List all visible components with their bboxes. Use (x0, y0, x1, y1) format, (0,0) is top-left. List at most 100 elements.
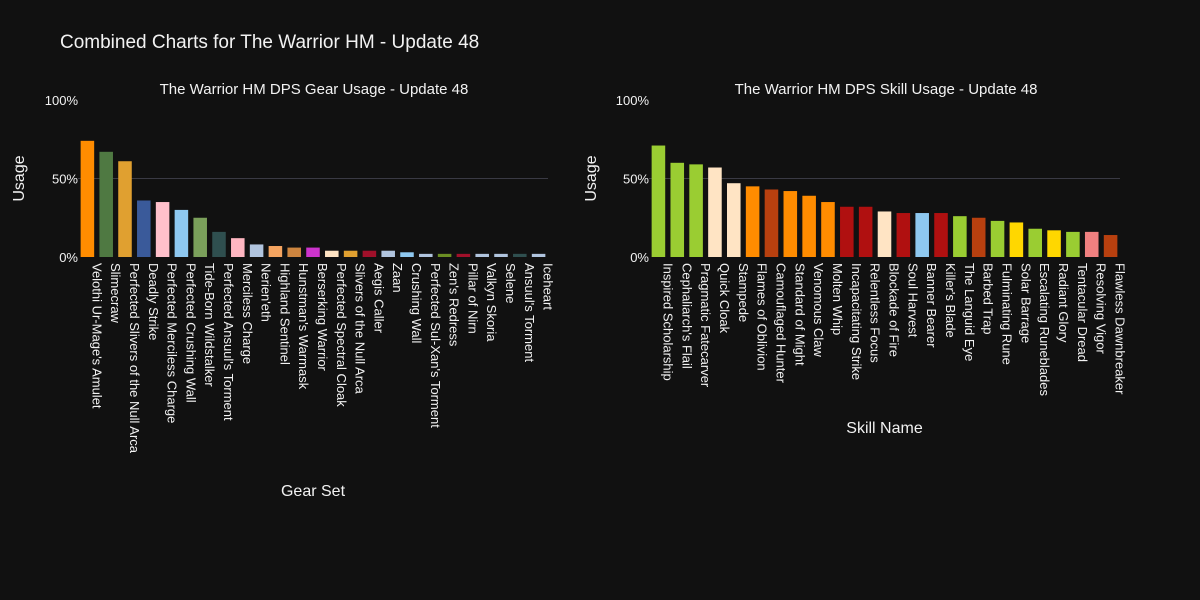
skill-bar[interactable] (726, 183, 741, 257)
skill-bar[interactable] (915, 213, 929, 257)
skill-category-label: Stampede (736, 263, 751, 322)
skill-category-label: Flawless Dawnbreaker (1113, 263, 1128, 395)
gear-bar[interactable] (118, 161, 132, 257)
skill-bar[interactable] (802, 195, 816, 257)
skill-ytick-label: 50% (623, 172, 649, 187)
gear-bar[interactable] (174, 209, 189, 257)
gear-category-label: Tide-Born Wildstalker (202, 263, 217, 387)
skill-category-label: Resolving Vigor (1094, 263, 1109, 354)
gear-x-axis-label: Gear Set (281, 483, 346, 500)
skill-bar[interactable] (896, 213, 911, 257)
gear-bar[interactable] (362, 250, 377, 257)
gear-category-label: Nerien'eth (259, 263, 274, 322)
gear-category-label: Valkyn Skoria (484, 263, 499, 342)
skill-y-axis-label: Usage (583, 155, 600, 201)
skill-chart-title: The Warrior HM DPS Skill Usage - Update … (735, 81, 1038, 98)
gear-category-label: Perfected Spectral Cloak (334, 263, 349, 407)
gear-category-label: Perfected Slivers of the Null Arca (127, 263, 142, 454)
gear-bar[interactable] (437, 253, 452, 257)
gear-bar[interactable] (193, 217, 207, 257)
skill-category-label: Radiant Glory (1056, 263, 1071, 343)
skill-bar[interactable] (1103, 235, 1118, 257)
skill-bar[interactable] (1066, 231, 1080, 257)
gear-bar[interactable] (343, 250, 358, 257)
gear-bar[interactable] (494, 253, 508, 257)
skill-bar[interactable] (745, 186, 760, 257)
skill-category-label: Camouflaged Hunter (773, 263, 788, 384)
skill-bar[interactable] (840, 206, 854, 257)
skill-bar[interactable] (821, 202, 835, 257)
skill-category-label: Escalating Runeblades (1037, 263, 1052, 396)
gear-bar[interactable] (381, 250, 395, 257)
skill-x-axis-label: Skill Name (846, 420, 923, 437)
gear-category-label: Perfected Crushing Wall (183, 263, 198, 403)
gear-category-label: Perfected Merciless Charge (165, 263, 180, 423)
skill-category-label: Barbed Trap (981, 263, 996, 335)
gear-bar[interactable] (268, 246, 283, 257)
gear-bar[interactable] (531, 253, 546, 257)
skill-category-label: Flames of Oblivion (755, 263, 770, 371)
skill-bar[interactable] (990, 220, 1005, 257)
gear-category-label: Crushing Wall (409, 263, 424, 344)
gear-category-label: Perfected Sul-Xan's Torment (428, 263, 443, 428)
gear-bar[interactable] (513, 253, 527, 257)
skill-category-label: Killer's Blade (943, 263, 958, 338)
skill-category-label: Tentacular Dread (1075, 263, 1090, 362)
gear-category-label: Selene (503, 263, 518, 303)
skill-bar[interactable] (971, 217, 986, 257)
gear-bar[interactable] (137, 200, 151, 257)
skill-category-label: Pragmatic Fatecarver (698, 263, 713, 388)
gear-category-label: Pillar of Nirn (465, 263, 480, 334)
gear-bar[interactable] (400, 252, 414, 257)
skill-bar[interactable] (764, 189, 779, 257)
gear-ytick-label: 50% (52, 172, 78, 187)
gear-category-label: Velothi Ur-Mage's Amulet (89, 263, 104, 409)
skill-category-label: Incapacitating Strike (849, 263, 864, 380)
gear-bar[interactable] (231, 238, 245, 257)
gear-bar[interactable] (249, 244, 264, 257)
skill-category-label: Inspired Scholarship (660, 263, 675, 381)
skill-bar[interactable] (934, 213, 948, 257)
gear-category-label: Ansuul's Torment (522, 263, 537, 362)
gear-ytick-label: 0% (59, 250, 78, 265)
skill-category-label: Fulminating Rune (1000, 263, 1015, 365)
skill-category-label: Banner Bearer (924, 263, 939, 348)
gear-chart-title: The Warrior HM DPS Gear Usage - Update 4… (160, 81, 469, 98)
gear-bar[interactable] (325, 250, 339, 257)
skill-bar[interactable] (858, 206, 873, 257)
skill-bar[interactable] (708, 167, 722, 257)
skill-bar[interactable] (1047, 230, 1061, 257)
gear-y-axis-label: Usage (11, 155, 28, 201)
skill-bar[interactable] (689, 164, 703, 257)
gear-category-label: Slimecraw (108, 263, 123, 324)
gear-bar[interactable] (419, 253, 433, 257)
skill-bar[interactable] (1009, 222, 1024, 257)
gear-bar[interactable] (99, 151, 113, 257)
gear-bar[interactable] (306, 247, 320, 257)
gear-category-label: Berserking Warrior (315, 263, 330, 372)
page-title: Combined Charts for The Warrior HM - Upd… (60, 32, 480, 53)
gear-bar[interactable] (475, 253, 489, 257)
skill-bar[interactable] (1028, 228, 1043, 257)
skill-bar[interactable] (877, 211, 892, 257)
skill-bar[interactable] (783, 191, 798, 257)
skill-category-label: Cephaliarch's Flail (679, 263, 694, 369)
gear-category-label: Deadly Strike (146, 263, 161, 340)
skill-bar[interactable] (1084, 231, 1099, 257)
gear-category-label: Zen's Redress (447, 263, 462, 347)
gear-category-label: Slivers of the Null Arca (353, 263, 368, 395)
skill-bar[interactable] (953, 216, 967, 257)
skill-category-label: Solar Barrage (1018, 263, 1033, 343)
gear-bar[interactable] (287, 247, 301, 257)
skill-category-label: Soul Harvest (905, 263, 920, 338)
skill-bar[interactable] (670, 162, 685, 257)
skill-bar[interactable] (651, 145, 666, 257)
skill-category-label: Molten Whip (830, 263, 845, 335)
skill-category-label: Venomous Claw (811, 263, 826, 358)
gear-bar[interactable] (456, 253, 471, 257)
gear-bar[interactable] (155, 202, 170, 257)
gear-bar[interactable] (212, 231, 226, 257)
skill-category-label: The Languid Eye (962, 263, 977, 361)
gear-bar[interactable] (80, 140, 95, 257)
